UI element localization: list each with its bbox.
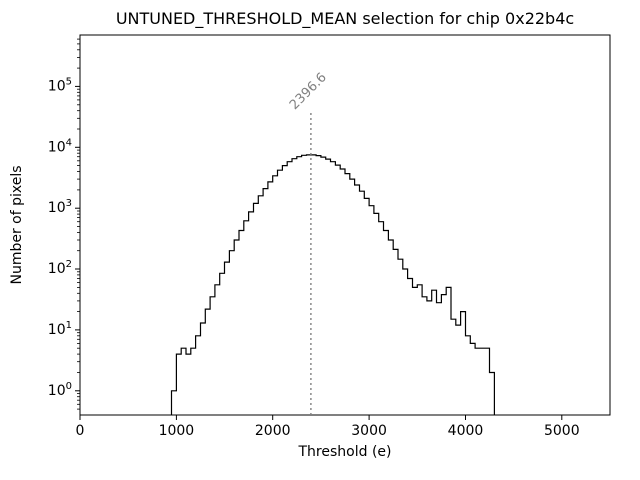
x-tick-label: 5000 <box>544 423 580 439</box>
chart-title: UNTUNED_THRESHOLD_MEAN selection for chi… <box>115 9 575 28</box>
x-tick-label: 3000 <box>351 423 387 439</box>
x-tick-label: 1000 <box>159 423 195 439</box>
x-tick-label: 0 <box>76 423 85 439</box>
y-axis-label: Number of pixels <box>9 165 25 285</box>
y-tick-label: 105 <box>48 76 72 94</box>
y-tick-label: 100 <box>48 381 72 399</box>
x-tick-label: 4000 <box>448 423 484 439</box>
histogram-line <box>170 154 495 415</box>
axes-frame <box>79 34 611 416</box>
y-tick-label: 103 <box>48 198 72 216</box>
y-tick-label: 102 <box>48 259 72 277</box>
x-axis-label: Threshold (e) <box>298 444 392 460</box>
threshold-annotation: 2396.6 <box>287 70 330 113</box>
x-tick-label: 2000 <box>255 423 291 439</box>
y-tick-label: 104 <box>48 137 72 155</box>
y-tick-label: 101 <box>48 320 72 338</box>
